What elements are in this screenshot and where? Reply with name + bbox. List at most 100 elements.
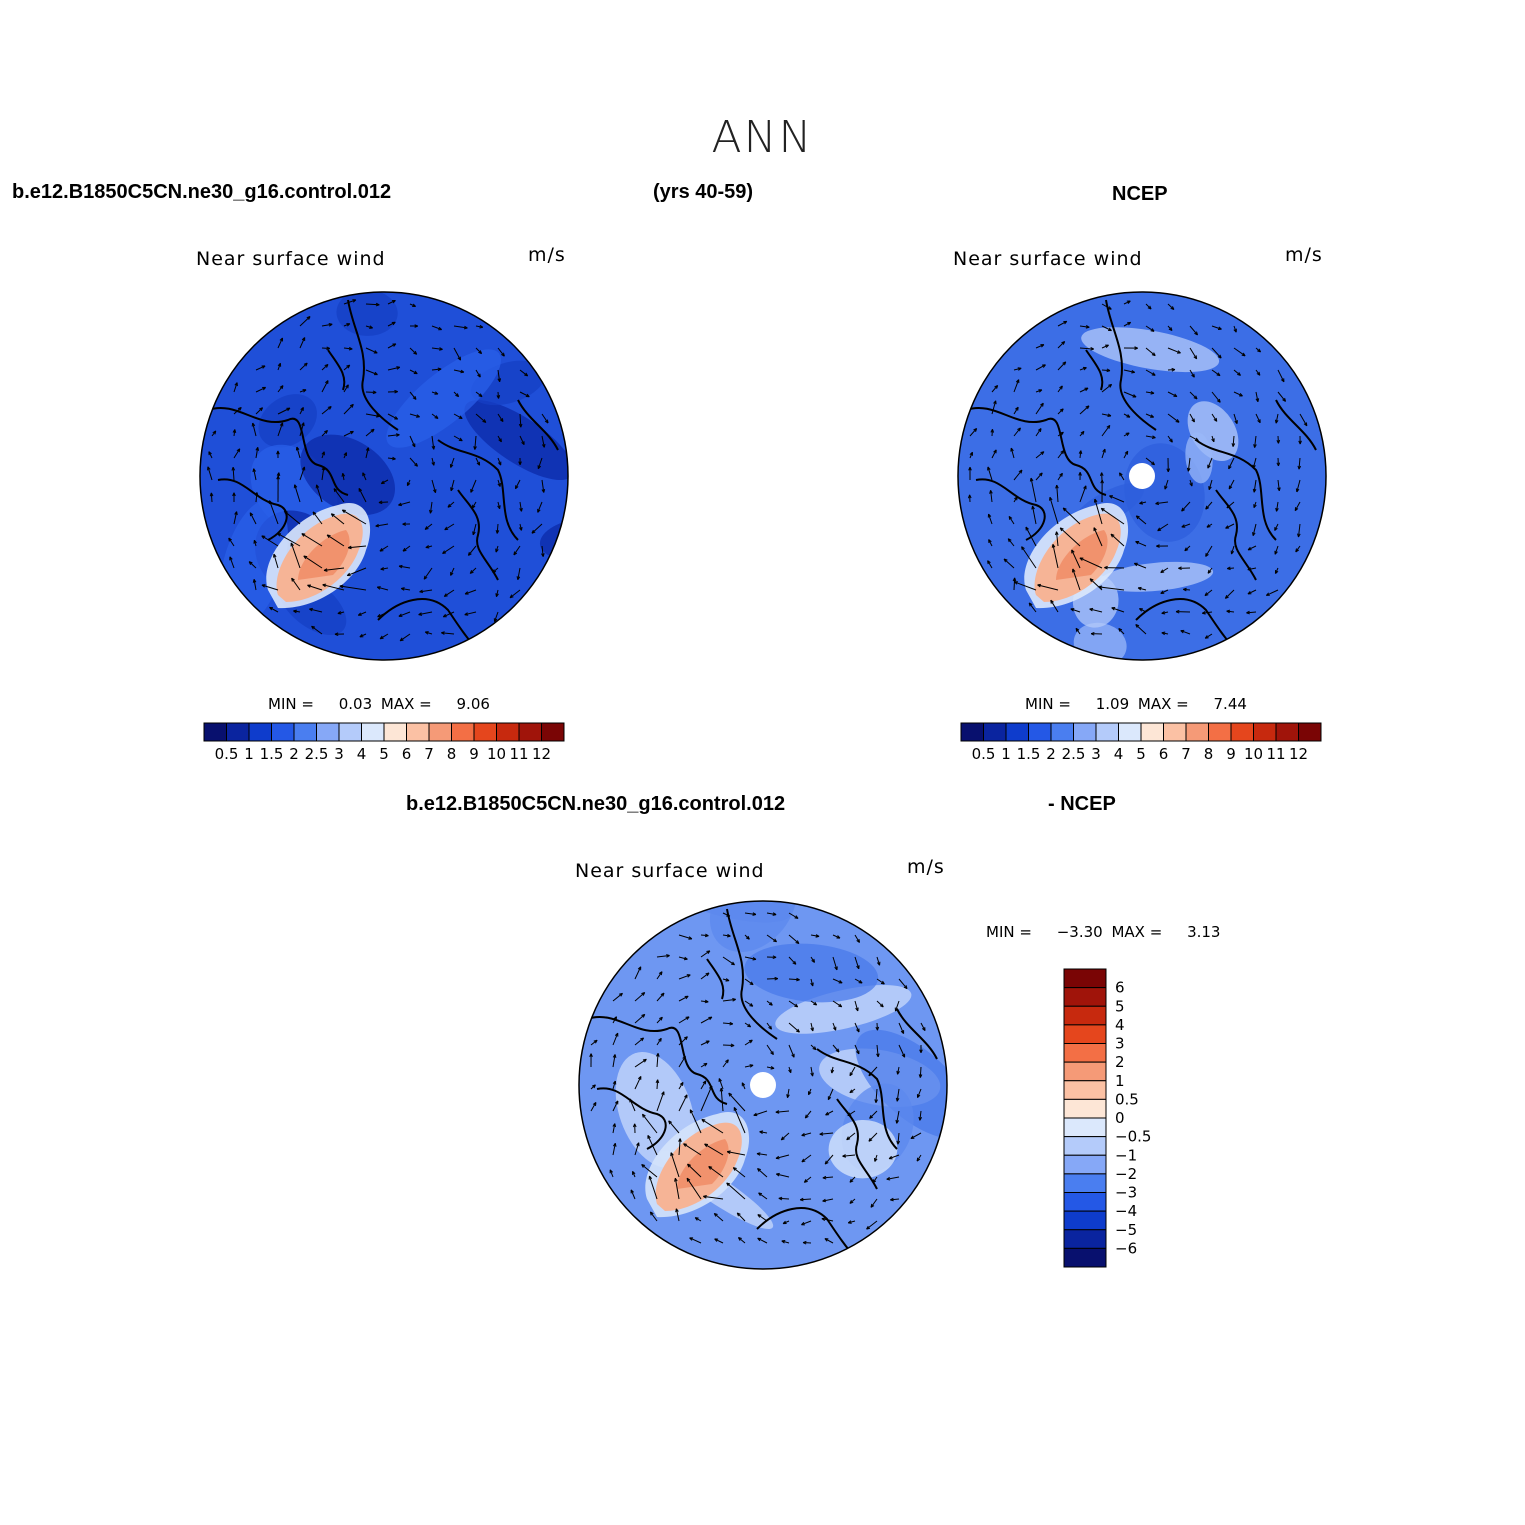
wind-vector-head <box>1161 610 1166 615</box>
wind-vector <box>1233 413 1238 424</box>
colorbar-tick-label: 7 <box>1181 745 1191 763</box>
wind-vector-head <box>276 472 281 477</box>
colorbar-swatch <box>248 722 272 742</box>
wind-vector <box>296 446 301 459</box>
wind-vector-head <box>1231 443 1236 447</box>
wind-vector-head <box>1257 419 1261 424</box>
wind-vector-head <box>443 593 448 597</box>
wind-vector-head <box>1040 402 1044 407</box>
wind-vector-head <box>1049 496 1053 501</box>
wind-vector-head <box>686 1177 691 1182</box>
wind-vector <box>634 992 646 1002</box>
wind-vector <box>1189 391 1198 400</box>
wind-vector <box>868 1132 878 1142</box>
wind-vector <box>311 625 323 635</box>
wind-vector <box>827 1088 834 1100</box>
wind-vector <box>656 1091 665 1112</box>
wind-vector-head <box>457 356 462 361</box>
wind-vector <box>1101 384 1112 393</box>
wind-vector-head <box>1131 369 1136 374</box>
wind-vector <box>1071 549 1081 569</box>
wind-vector-head <box>1079 557 1084 561</box>
wind-vector-head <box>822 1198 827 1203</box>
wind-vector-head <box>636 1142 640 1147</box>
wind-vector-head <box>987 560 991 565</box>
wind-vector <box>365 413 380 417</box>
wind-vector-head <box>775 1110 780 1114</box>
wind-vector <box>788 956 797 965</box>
wind-vector <box>757 1237 768 1244</box>
wind-vector <box>678 1094 688 1112</box>
wind-vector <box>1101 325 1112 332</box>
wind-vector-head <box>988 539 992 544</box>
coastline <box>1085 349 1104 391</box>
wind-vector-head <box>301 422 305 427</box>
wind-vector <box>255 447 259 459</box>
wind-vector-head <box>874 1099 878 1103</box>
colorbar-swatch <box>1063 1024 1107 1044</box>
wind-vector <box>1013 427 1021 437</box>
wind-vector-head <box>418 612 423 616</box>
wind-vector-head <box>876 961 881 966</box>
wind-vector-head <box>1295 548 1299 553</box>
model-minmax: MIN = 0.03 MAX = 9.06 <box>268 695 490 713</box>
wind-vector-head <box>469 570 474 574</box>
wind-vector-head <box>737 1237 742 1241</box>
colorbar-swatch <box>1253 722 1277 742</box>
wind-vector-head <box>1206 524 1211 528</box>
wind-vector-head <box>1151 461 1155 466</box>
colorbar-swatch <box>473 722 497 742</box>
wind-vector <box>870 1198 878 1208</box>
wind-vector-head <box>745 935 750 940</box>
colorbar-swatch <box>1185 722 1209 742</box>
wind-vector <box>1181 501 1191 512</box>
wind-vector-head <box>1084 387 1089 392</box>
wind-vector <box>1298 457 1301 470</box>
wind-vector-head <box>380 567 385 571</box>
wind-vector <box>726 1182 746 1200</box>
wind-vector-head <box>1208 486 1212 491</box>
wind-vector <box>832 1022 837 1031</box>
wind-vector-head <box>277 362 282 367</box>
wind-vector-head <box>609 1169 614 1174</box>
wind-vector-head <box>592 1102 597 1106</box>
wind-vector-head <box>832 1026 837 1031</box>
wind-vector <box>307 584 323 591</box>
wind-vector-head <box>870 1203 875 1208</box>
wind-vector-head <box>702 1080 707 1085</box>
wind-vector <box>1110 533 1125 547</box>
wind-vector <box>804 1176 812 1183</box>
wind-vector <box>1189 369 1195 378</box>
shading-patch <box>828 1120 898 1179</box>
wind-vector-head <box>439 347 443 351</box>
wind-vector-head <box>442 613 447 618</box>
wind-vector-head <box>396 366 401 370</box>
wind-vector <box>969 428 978 437</box>
wind-vector <box>519 413 522 428</box>
wind-vector <box>299 362 308 371</box>
wind-vector-head <box>1253 504 1257 509</box>
colorbar-tick-label: 1.5 <box>260 745 284 763</box>
wind-vector <box>919 1066 922 1078</box>
wind-vector <box>804 1110 812 1119</box>
wind-vector <box>1226 501 1235 509</box>
wind-vector-head <box>1059 527 1064 532</box>
wind-vector <box>849 1066 856 1077</box>
wind-vector <box>442 545 455 554</box>
wind-vector-head <box>825 1111 830 1116</box>
wind-vector-head <box>293 609 297 614</box>
wind-vector-head <box>1234 420 1238 425</box>
wind-vector-head <box>794 1003 799 1008</box>
wind-vector-head <box>541 553 545 557</box>
wind-vector <box>1266 589 1279 596</box>
wind-vector <box>656 955 670 958</box>
wind-vector <box>612 1054 616 1068</box>
wind-vector-head <box>301 533 306 537</box>
wind-vector-head <box>674 1177 678 1182</box>
wind-vector-head <box>359 633 364 638</box>
colorbar-tick-label: 7 <box>424 745 434 763</box>
wind-vector-head <box>1003 558 1008 563</box>
wind-vector <box>1010 447 1015 459</box>
wind-vector-head <box>815 934 820 938</box>
wind-vector <box>1189 347 1198 360</box>
